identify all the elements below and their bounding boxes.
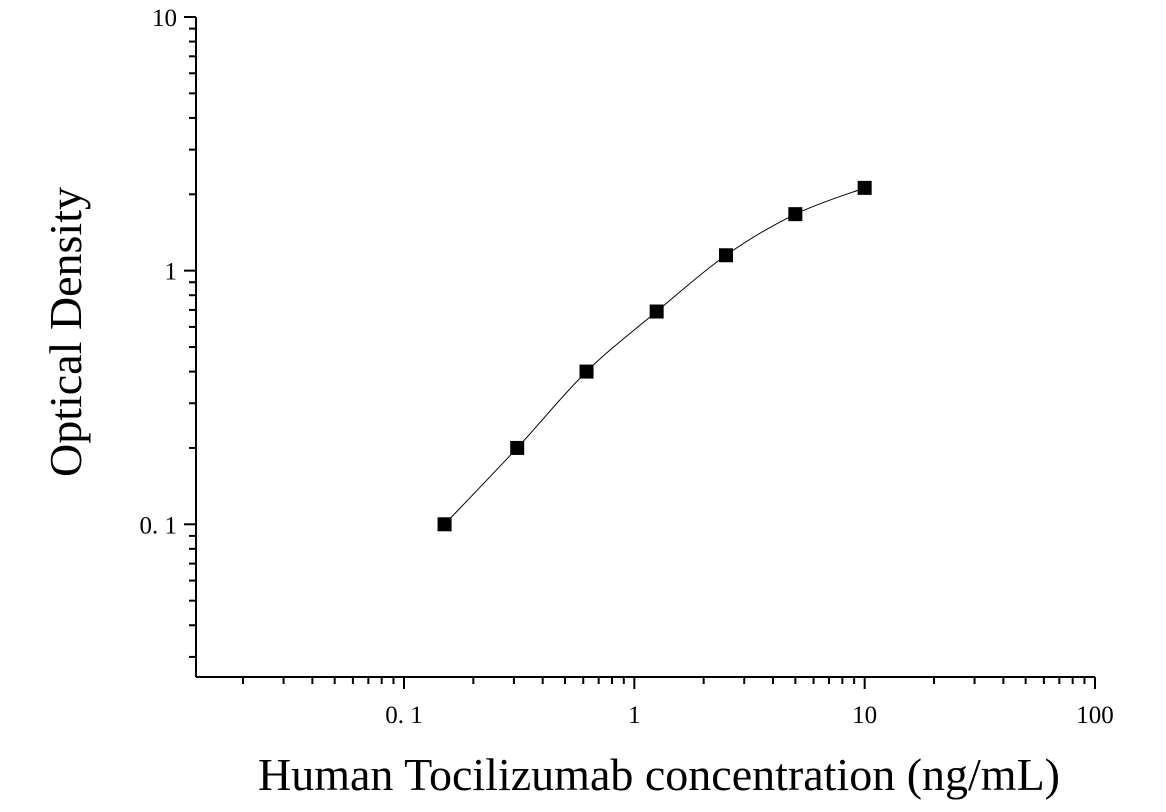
x-axis-title: Human Tocilizumab concentration (ng/mL) (258, 749, 1060, 800)
data-point (857, 180, 872, 195)
fit-curve (444, 187, 865, 525)
axes (195, 17, 1095, 678)
data-point (510, 440, 525, 455)
data-point (437, 517, 452, 532)
data-point (649, 304, 664, 319)
y-tick-label: 1 (165, 259, 178, 286)
x-tick-label: 1 (628, 702, 641, 729)
axis-ticks (184, 16, 1096, 689)
y-tick-label: 10 (152, 5, 177, 32)
x-tick-label: 100 (1076, 702, 1114, 729)
x-tick-label: 10 (852, 702, 877, 729)
x-tick-label: 0. 1 (385, 702, 423, 729)
data-points (437, 180, 872, 532)
data-point (788, 207, 803, 222)
data-point (718, 248, 733, 263)
tick-labels: 0. 1 1 10 100 0. 1 1 10 (140, 5, 1114, 729)
y-tick-label: 0. 1 (140, 512, 178, 539)
y-axis-title: Optical Density (40, 187, 91, 477)
data-point (579, 364, 594, 379)
